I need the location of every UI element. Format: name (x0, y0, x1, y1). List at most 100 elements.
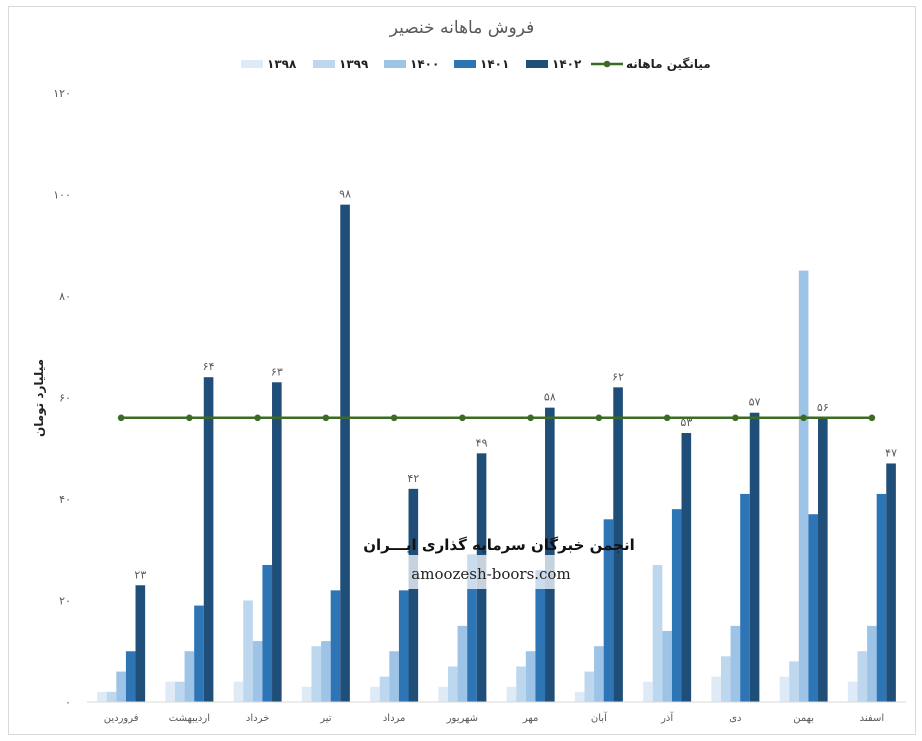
y-tick-label: ۱۲۰ (53, 87, 71, 100)
data-label: ۴۹ (476, 436, 488, 449)
x-category-label: آبان (591, 711, 608, 724)
legend: میانگین ماهانه ۱۴۰۲ ۱۴۰۱ ۱۴۰۰ ۱۳۹۹ ۱۳۹۸ (241, 57, 711, 71)
bar-3-8 (671, 509, 682, 702)
bar-1-0 (106, 691, 117, 702)
data-label: ۵۸ (544, 391, 556, 404)
bar-0-11 (847, 681, 858, 702)
y-tick-label: ۴۰ (59, 493, 71, 506)
data-labels: ۲۳ ۶۴ ۶۳ ۹۸ ۴۲ ۴۹ ۵۸ ۶۲ ۵۳ ۵۷ ۵۶ ۴۷ (134, 188, 897, 582)
bar-3-11 (876, 493, 887, 702)
x-axis-categories: فروردین اردیبهشت خرداد تیر مرداد شهریور مهر آبا… (104, 711, 884, 724)
x-category-label: دی (729, 713, 741, 724)
average-marker-9 (732, 414, 739, 422)
bar-0-9 (711, 676, 721, 702)
x-category-label: بهمن (793, 713, 814, 724)
bar-4-1 (203, 377, 214, 702)
bar-2-8 (662, 630, 672, 702)
bar-1-2 (243, 600, 253, 702)
x-category-label: اسفند (860, 713, 884, 724)
average-marker-11 (868, 414, 876, 422)
data-label: ۵۷ (749, 396, 761, 409)
data-label: ۵۳ (680, 416, 692, 429)
data-label: ۶۲ (612, 370, 624, 383)
bar-2-7 (594, 646, 604, 702)
bar-0-3 (301, 686, 312, 702)
legend-label-2: ۱۴۰۰ (410, 57, 439, 71)
data-label: ۴۲ (407, 472, 419, 485)
bar-3-0 (125, 651, 136, 702)
bar-1-7 (584, 671, 595, 702)
bar-0-2 (233, 681, 244, 702)
bars (97, 204, 896, 702)
bar-4-9 (749, 412, 760, 702)
chart-frame: فروش ماهانه خنصیر میانگین ماهانه ۱۴۰۲ ۱۴۰۱… (8, 6, 916, 735)
bar-1-8 (652, 564, 663, 702)
bar-4-3 (340, 204, 350, 702)
watermark: انجمن خبرگان سرمایه گذاری ایـــران amooz… (363, 536, 635, 589)
bar-1-5 (447, 666, 458, 702)
legend-label-4: ۱۴۰۲ (552, 57, 582, 71)
bar-2-9 (730, 625, 741, 702)
bar-4-11 (886, 463, 896, 702)
bar-1-4 (379, 676, 390, 702)
bar-3-6 (535, 570, 546, 702)
legend-item-4: ۱۴۰۲ (526, 57, 582, 71)
average-marker-7 (595, 414, 603, 422)
bar-0-7 (574, 691, 585, 702)
bar-4-6 (545, 407, 555, 702)
average-marker-1 (186, 414, 193, 422)
average-marker-5 (459, 414, 466, 422)
bar-3-3 (330, 590, 341, 702)
y-tick-label: ۰ (65, 696, 71, 709)
bar-2-1 (184, 651, 195, 702)
bar-3-7 (603, 519, 614, 702)
bar-4-10 (818, 417, 828, 702)
bar-3-1 (194, 605, 204, 702)
bar-4-7 (613, 387, 623, 702)
bar-2-10 (798, 270, 809, 702)
x-category-label: اردیبهشت (169, 713, 210, 724)
bar-0-10 (779, 676, 790, 702)
legend-item-0: ۱۳۹۸ (241, 57, 297, 71)
bar-2-11 (867, 625, 877, 702)
average-marker-2 (254, 414, 261, 422)
data-label: ۹۸ (339, 188, 351, 201)
bar-3-4 (398, 590, 409, 702)
watermark-band (381, 555, 601, 589)
bar-3-10 (808, 514, 819, 702)
y-axis-label: میلیارد تومان (32, 359, 47, 437)
average-line (117, 414, 876, 422)
legend-item-2: ۱۴۰۰ (384, 57, 439, 71)
legend-label-average: میانگین ماهانه (626, 57, 711, 71)
x-category-label: تیر (319, 713, 332, 724)
bar-4-8 (681, 433, 692, 702)
bar-0-6 (506, 686, 517, 702)
watermark-title: انجمن خبرگان سرمایه گذاری ایـــران (363, 536, 635, 554)
data-label: ۲۳ (134, 568, 146, 581)
watermark-url: amoozesh-boors.com (411, 565, 570, 583)
legend-label-0: ۱۳۹۸ (267, 57, 297, 71)
legend-swatch-1 (313, 60, 335, 68)
data-label: ۶۳ (271, 365, 283, 378)
bar-3-5 (467, 554, 477, 702)
legend-swatch-2 (384, 60, 406, 68)
bar-2-4 (389, 651, 399, 702)
x-category-label: مرداد (383, 713, 406, 724)
chart: فروش ماهانه خنصیر میانگین ماهانه ۱۴۰۲ ۱۴۰۱… (32, 18, 906, 724)
bar-2-5 (457, 625, 468, 702)
bar-0-0 (97, 691, 107, 702)
bar-0-5 (438, 686, 448, 702)
bar-4-0 (135, 585, 146, 702)
y-tick-label: ۶۰ (59, 392, 71, 405)
x-category-label: آذر (660, 711, 674, 724)
bar-4-4 (408, 488, 419, 702)
bar-2-2 (252, 641, 263, 702)
x-category-label: مهر (522, 713, 538, 724)
legend-average-marker (603, 60, 611, 68)
data-label: ۵۶ (817, 401, 829, 414)
legend-swatch-0 (241, 60, 263, 68)
bar-0-4 (370, 686, 380, 702)
average-marker-4 (390, 414, 398, 422)
bar-1-6 (516, 666, 526, 702)
average-marker-3 (322, 414, 330, 422)
